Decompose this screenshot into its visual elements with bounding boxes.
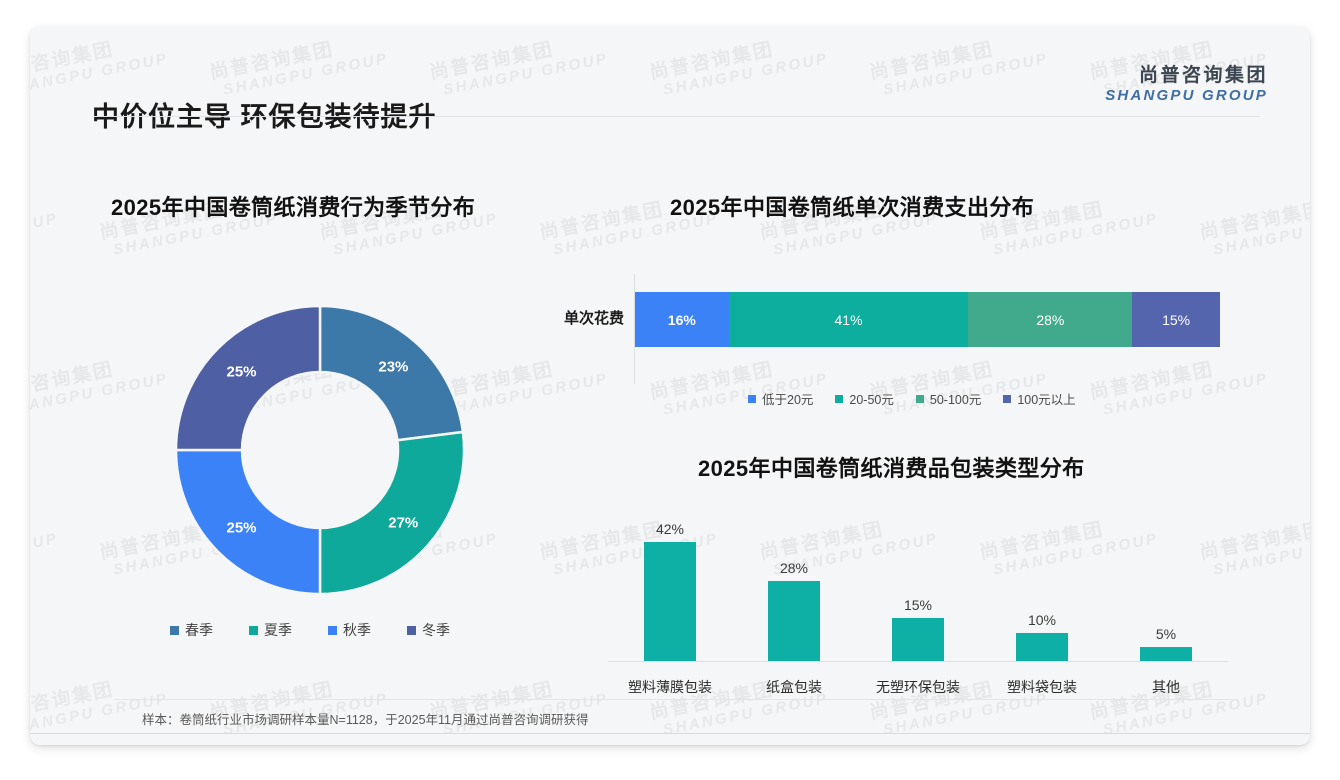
legend-label: 夏季 [264,622,292,638]
legend-item[interactable]: 100元以上 [1003,389,1076,408]
legend-item[interactable]: 20-50元 [835,389,894,408]
bar-rect[interactable] [1016,632,1068,661]
bar-column[interactable]: 5% [1104,506,1228,661]
legend-label: 冬季 [422,622,450,638]
bar-value-label: 42% [655,520,685,537]
stacked-bar-segment[interactable]: 15% [1132,292,1220,347]
legend-swatch-icon [407,625,416,635]
logo-english-text: SHANGPU GROUP [1105,86,1268,104]
stacked-bar-track: 16% 41% 28% 15% [635,292,1220,347]
donut-slice[interactable] [174,304,322,452]
donut-slice-value: 23% [378,358,409,376]
bar-value-label: 28% [779,560,809,577]
sample-footnote: 样本：卷筒纸行业市场调研样本量N=1128，于2025年11月通过尚普咨询调研获… [142,713,589,727]
bar-column[interactable]: 28% [732,506,856,661]
donut-chart: 23% 27% 25% 25% [130,272,530,652]
stacked-bar-category-label: 单次花费 [563,310,624,327]
legend-item[interactable]: 50-100元 [915,389,982,408]
bar-rect[interactable] [644,541,696,661]
stacked-bar-chart: 单次花费 16% 41% 28% 15% [530,274,1250,389]
donut-slice-value: 25% [226,363,257,380]
bar-column[interactable]: 15% [856,506,980,661]
bar-category-label: 塑料袋包装 [1007,679,1077,695]
bar-value-label: 5% [1155,625,1177,642]
column-chart-bars: 42% 28% 15% 10% 5% [608,506,1228,661]
column-chart: 42% 28% 15% 10% 5% 塑料薄膜包装 纸盒包装 无塑环保包装 塑料袋包装 其他 [590,507,1240,707]
bar-category-label: 纸盒包装 [766,679,822,695]
donut-slice[interactable] [174,448,322,596]
legend-swatch-icon [249,625,258,635]
donut-chart-legend: 春季 夏季 秋季 冬季 [170,620,450,640]
stacked-bar-axis-line [634,274,635,384]
column-chart-title: 2025年中国卷筒纸消费品包装类型分布 [698,456,1085,481]
legend-swatch-icon [1003,394,1012,403]
slide-header [30,27,1310,116]
donut-slice[interactable] [318,430,466,596]
bar-value-label: 15% [903,597,933,614]
logo-chinese-text: 尚普咨询集团 [1138,65,1268,86]
brand-logo: 尚普咨询集团 SHANGPU GROUP [1105,65,1268,106]
donut-chart-title: 2025年中国卷筒纸消费行为季节分布 [111,195,476,220]
bar-column[interactable]: 42% [608,506,732,661]
legend-item[interactable]: 低于20元 [748,389,813,408]
stacked-bar-segment[interactable]: 16% [635,292,729,347]
footnote-divider [114,699,1232,700]
legend-label: 50-100元 [929,393,982,407]
bar-rect[interactable] [1140,646,1192,661]
donut-chart-svg [174,304,466,596]
legend-label: 100元以上 [1017,393,1076,407]
legend-label: 春季 [185,622,213,638]
bar-column[interactable]: 10% [980,506,1104,661]
header-divider [92,116,1260,117]
stacked-bar-segment[interactable]: 41% [728,292,969,347]
legend-swatch-icon [328,625,337,635]
legend-swatch-icon [748,394,756,403]
page-title: 中价位主导 环保包装待提升 [92,102,437,132]
legend-swatch-icon [915,394,924,403]
bar-rect[interactable] [768,581,820,661]
stacked-bar-title: 2025年中国卷筒纸单次消费支出分布 [670,195,1035,220]
legend-item[interactable]: 夏季 [249,620,292,640]
donut-slice-value: 25% [226,519,257,537]
stacked-bar-legend: 低于20元 20-50元 50-100元 100元以上 [748,389,1076,408]
legend-swatch-icon [835,394,844,403]
legend-item[interactable]: 春季 [170,620,213,640]
copyright-text: ©2026.1 SHANGPU GROUP [92,744,254,745]
website-link[interactable]: www.shangpu-china.com [1119,744,1258,745]
legend-label: 低于20元 [762,393,814,407]
slide-card: 尚普咨询集团 SHANGPU GROUP 尚普咨询集团 SHANGPU GROUP 尚普… [30,27,1310,745]
footer-divider [30,733,1310,734]
bar-category-label: 无塑环保包装 [876,679,960,695]
legend-label: 20-50元 [849,393,894,407]
legend-label: 秋季 [343,622,371,638]
bar-category-label: 塑料薄膜包装 [628,679,712,695]
column-chart-category-labels: 塑料薄膜包装 纸盒包装 无塑环保包装 塑料袋包装 其他 [608,677,1228,697]
bar-rect[interactable] [892,618,944,661]
stacked-bar-segment[interactable]: 28% [968,292,1133,347]
bar-value-label: 10% [1027,611,1057,628]
donut-slice[interactable] [318,304,465,442]
legend-swatch-icon [170,625,179,635]
donut-slice-value: 27% [388,514,419,532]
legend-item[interactable]: 秋季 [328,620,371,640]
legend-item[interactable]: 冬季 [407,620,450,640]
column-chart-baseline [608,661,1228,662]
bar-category-label: 其他 [1152,679,1180,695]
